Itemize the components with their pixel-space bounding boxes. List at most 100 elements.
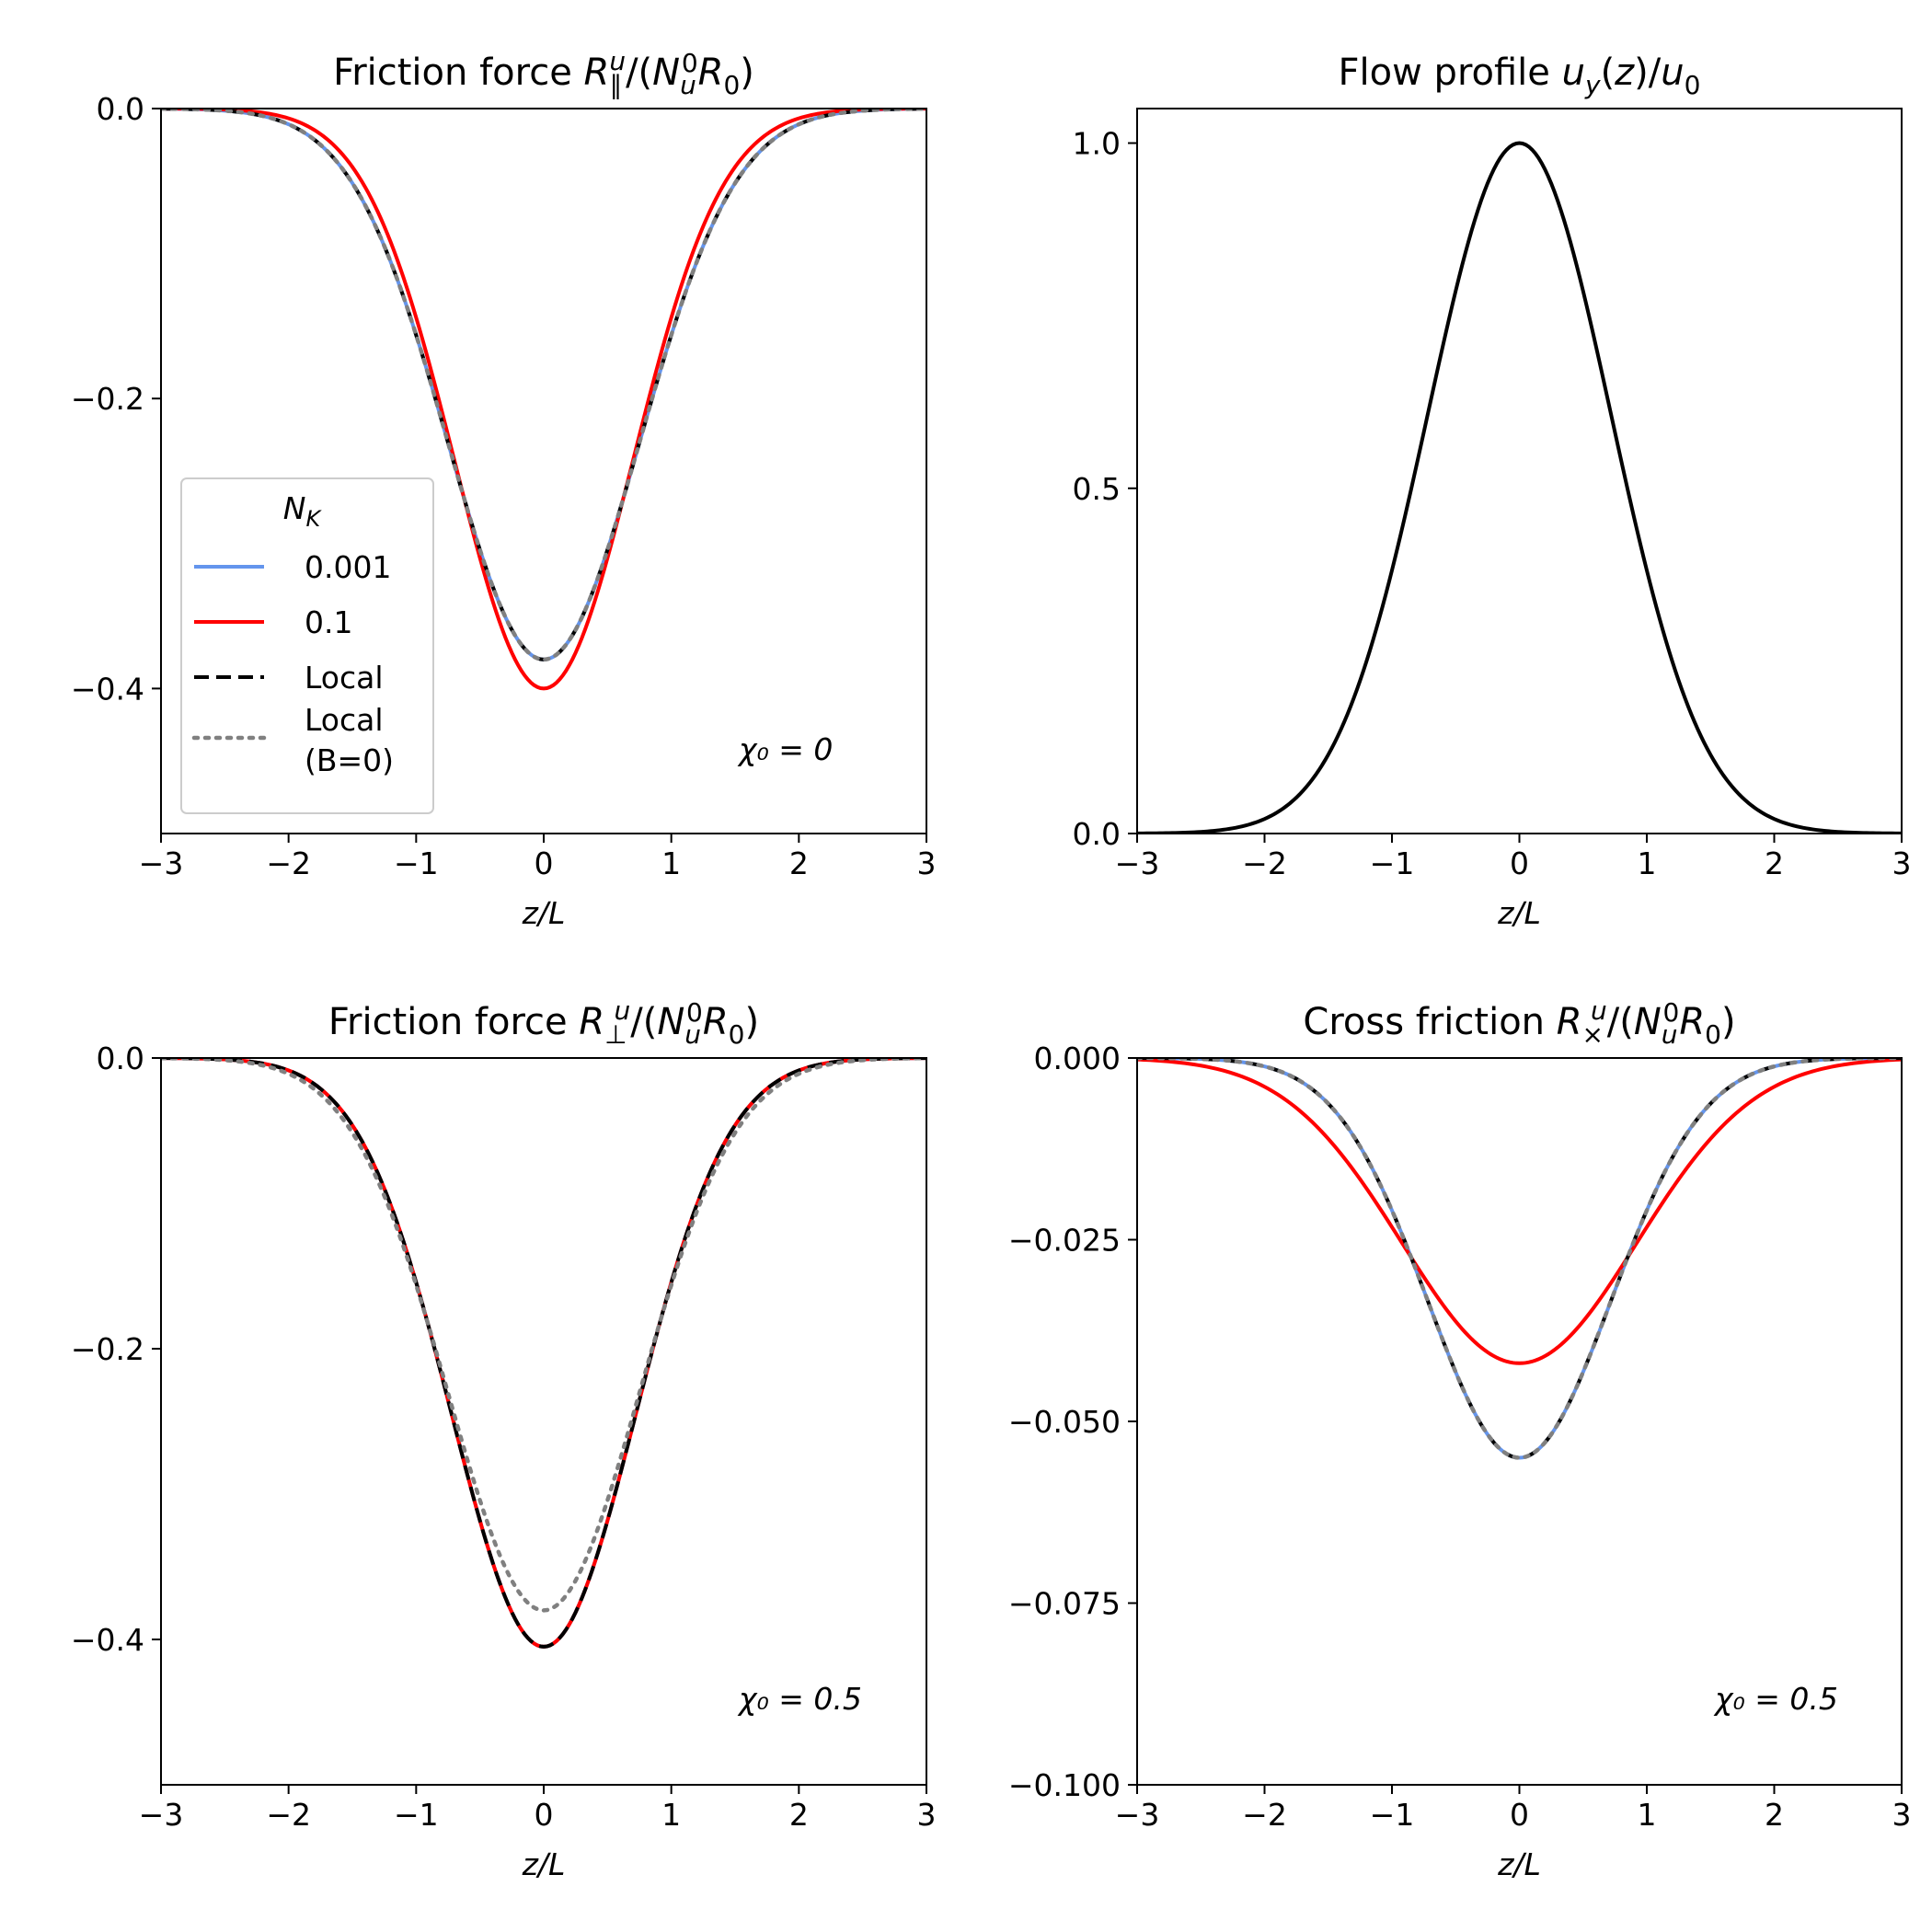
x-tick-label: −1 [394, 1797, 439, 1833]
x-tick-label: −2 [266, 1797, 311, 1833]
series-line-0-1 [161, 109, 926, 691]
panel-title: Cross friction R×u/(Nu0R0) [1303, 995, 1735, 1050]
x-tick-label: −1 [1370, 1797, 1415, 1833]
x-axis-label: z/L [522, 1846, 566, 1882]
series-line-0-1 [1137, 1058, 1902, 1365]
title-part: 0 [682, 48, 698, 78]
series-line-0-001 [161, 1058, 926, 1649]
x-tick-label: −3 [139, 1797, 184, 1833]
x-tick-label: 1 [661, 845, 681, 881]
panel-p3: −3 −2 −1 0 1 2 3 0.0 −0.2 −0.4 z/L Friction force R… [71, 995, 937, 1882]
legend-box [180, 477, 434, 814]
x-tick-label: −2 [1242, 1797, 1287, 1833]
title-part: R [703, 1001, 729, 1043]
y-tick-label: −0.100 [1008, 1767, 1121, 1803]
title-part: z [1614, 52, 1635, 94]
x-axis-label: z/L [522, 895, 566, 931]
x-tick-label: 2 [789, 1797, 809, 1833]
title-part: u [615, 995, 631, 1026]
x-tick-label: −1 [1370, 845, 1415, 881]
x-axis-label: z/L [1497, 1846, 1541, 1882]
title-part: /( [630, 1001, 657, 1043]
title-part: u [1661, 52, 1684, 94]
title-part: R [584, 52, 610, 94]
y-tick-label: 0.0 [97, 91, 144, 127]
y-tick-label: 0.000 [1034, 1041, 1121, 1076]
title-part: u [1662, 1019, 1678, 1050]
title-part: R [698, 52, 724, 94]
title-part: u [1591, 995, 1607, 1026]
title-part: × [1582, 1019, 1604, 1050]
title-part: u [680, 70, 696, 100]
title-part: Friction force [333, 52, 583, 94]
axes-frame [1136, 1057, 1903, 1786]
x-tick-label: 0 [535, 845, 554, 881]
series-line-u-y-u0 [1137, 141, 1902, 834]
x-tick-label: 0 [1510, 1797, 1529, 1833]
title-part: R [579, 1001, 604, 1043]
x-tick-label: 3 [917, 845, 937, 881]
title-part: ⊥ [604, 1019, 627, 1050]
series-line-local [1137, 1058, 1902, 1460]
x-tick-label: 3 [1892, 845, 1912, 881]
legend-title: NK [283, 490, 323, 532]
x-tick-label: 1 [1638, 845, 1657, 881]
series-line-local-b-0- [1137, 1058, 1902, 1460]
title-part: 0 [1705, 1019, 1721, 1050]
title-part: u [684, 1019, 701, 1050]
title-part: 0 [1685, 70, 1701, 100]
series-line-local-b-0- [161, 1058, 926, 1613]
y-tick-label: 0.0 [97, 1041, 144, 1076]
panel-p1: −3 −2 −1 0 1 2 3 0.0 −0.2 −0.4 z/L Friction force R… [71, 46, 937, 931]
legend: NK 0.001 0.1 Local Local (B=0) [180, 477, 434, 814]
x-tick-label: −3 [139, 845, 184, 881]
legend-label-2: (B=0) [305, 742, 394, 778]
title-part: )/ [1634, 52, 1662, 94]
x-tick-label: 0 [1510, 845, 1529, 881]
y-tick-label: 0.5 [1073, 471, 1121, 507]
title-part: /( [626, 52, 652, 94]
title-part: Friction force [328, 1001, 579, 1043]
y-tick-label: 0.0 [1073, 816, 1121, 852]
y-tick-label: −0.4 [71, 671, 144, 707]
chi-annotation: χ₀ = 0.5 [1713, 1681, 1838, 1717]
title-part: 0 [723, 70, 740, 100]
x-tick-label: 0 [535, 1797, 554, 1833]
x-tick-label: 2 [789, 845, 809, 881]
title-part: 0 [729, 1019, 745, 1050]
x-axis-label: z/L [1497, 895, 1541, 931]
title-part: N [652, 52, 680, 94]
title-part: Cross friction [1303, 1001, 1556, 1043]
title-part: /( [1607, 1001, 1634, 1043]
y-tick-label: 1.0 [1073, 126, 1121, 162]
series-line-0-1 [161, 1058, 926, 1649]
title-part: N [657, 1001, 684, 1043]
x-tick-label: 1 [1638, 1797, 1657, 1833]
y-tick-label: −0.2 [71, 1331, 144, 1367]
chi-annotation: χ₀ = 0.5 [737, 1681, 862, 1717]
title-part: ) [740, 52, 754, 94]
title-part: y [1584, 70, 1601, 100]
title-part: R [1557, 1001, 1582, 1043]
legend-label: 0.001 [305, 549, 391, 585]
y-tick-label: −0.4 [71, 1622, 144, 1658]
axes-frame [1136, 108, 1903, 834]
title-part: ) [1721, 1001, 1736, 1043]
title-part: ) [744, 1001, 759, 1043]
series-line-0-001 [1137, 1058, 1902, 1460]
title-part: Flow profile [1339, 52, 1562, 94]
title-part: R [1679, 1001, 1705, 1043]
legend-label: Local [305, 660, 384, 696]
title-part: 0 [1663, 997, 1680, 1028]
x-tick-label: 3 [917, 1797, 937, 1833]
x-tick-label: −1 [394, 845, 439, 881]
legend-label: Local [305, 702, 384, 738]
series-line-local [161, 1058, 926, 1649]
series-group [1137, 141, 1902, 834]
panel-p4: −3 −2 −1 0 1 2 3 0.000 −0.025 −0.050 −0.075 −0.100 z… [1008, 995, 1912, 1882]
x-tick-label: 2 [1765, 1797, 1784, 1833]
title-part: ∥ [609, 70, 622, 100]
title-part: N [1634, 1001, 1662, 1043]
